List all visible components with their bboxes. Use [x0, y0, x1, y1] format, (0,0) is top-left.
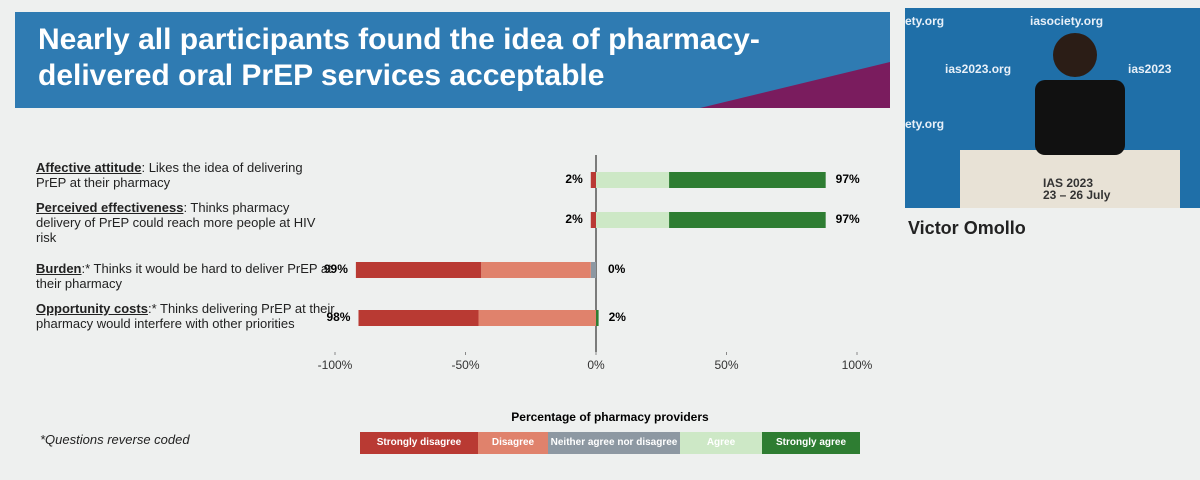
- bar-segment: [358, 310, 479, 326]
- bar-segment: [590, 172, 596, 188]
- bar-segment: [596, 212, 670, 228]
- backdrop-text: ias2023: [1128, 62, 1172, 76]
- category-term: Burden: [36, 261, 82, 276]
- backdrop-text: ety.org: [905, 117, 944, 131]
- bar-segment: [669, 212, 826, 228]
- backdrop-text: IAS 2023: [1043, 176, 1093, 190]
- category-term: Opportunity costs: [36, 301, 148, 316]
- category-term: Perceived effectiveness: [36, 200, 184, 215]
- bar-segment: [478, 310, 596, 326]
- left-value-label: 2%: [565, 172, 583, 186]
- right-value-label: 0%: [608, 262, 626, 276]
- category-description: :* Thinks delivering PrEP at their pharm…: [36, 301, 335, 331]
- banner-accent: [700, 62, 890, 108]
- category-description: :* Thinks it would be hard to deliver Pr…: [36, 261, 332, 291]
- legend: Strongly disagree Disagree Neither agree n…: [360, 432, 860, 454]
- legend-entry: Disagree: [478, 432, 548, 454]
- bar-segment: [669, 172, 826, 188]
- backdrop-text: ety.org: [905, 14, 944, 28]
- x-tick-label: 0%: [587, 358, 605, 372]
- right-value-label: 2%: [609, 310, 627, 324]
- bar-segment: [355, 262, 482, 278]
- bar-segment: [590, 212, 596, 228]
- x-tick-label: -50%: [451, 358, 479, 372]
- right-value-label: 97%: [836, 172, 860, 186]
- x-tick-label: 50%: [714, 358, 738, 372]
- banner-title: Nearly all participants found the idea o…: [38, 23, 760, 92]
- x-axis-label: Percentage of pharmacy providers: [511, 410, 709, 424]
- speaker-figure: [1035, 80, 1125, 155]
- bar-segment: [596, 172, 670, 188]
- category-description: : Likes the idea of delivering PrEP at t…: [36, 160, 303, 190]
- legend-entry: Neither agree nor disagree: [548, 432, 680, 454]
- category-label: Affective attitude: Likes the idea of de…: [36, 160, 336, 190]
- x-tick-label: 100%: [842, 358, 873, 372]
- title-banner: [15, 12, 890, 108]
- footnote: *Questions reverse coded: [40, 432, 190, 447]
- speaker-head: [1053, 33, 1097, 77]
- bar-segment: [590, 262, 596, 278]
- category-term: Affective attitude: [36, 160, 142, 175]
- category-description: : Thinks pharmacy delivery of PrEP could…: [36, 200, 316, 245]
- backdrop-text: 23 – 26 July: [1043, 188, 1111, 202]
- backdrop-text: iasociety.org: [1030, 14, 1103, 28]
- bar-segment: [596, 310, 599, 326]
- legend-entry: Agree: [680, 432, 762, 454]
- right-value-label: 97%: [836, 212, 860, 226]
- podium: [960, 150, 1180, 208]
- category-label: Burden:* Thinks it would be hard to deli…: [36, 261, 336, 291]
- bar-segment: [481, 262, 591, 278]
- category-label: Opportunity costs:* Thinks delivering Pr…: [36, 301, 336, 331]
- left-value-label: 98%: [326, 310, 350, 324]
- left-value-label: 2%: [565, 212, 583, 226]
- legend-entry: Strongly agree: [762, 432, 860, 454]
- category-label: Perceived effectiveness: Thinks pharmacy…: [36, 200, 336, 245]
- backdrop-text: ias2023.org: [945, 62, 1011, 76]
- legend-entry: Strongly disagree: [360, 432, 478, 454]
- speaker-name: Victor Omollo: [908, 218, 1026, 238]
- x-tick-label: -100%: [318, 358, 353, 372]
- left-value-label: 99%: [324, 262, 348, 276]
